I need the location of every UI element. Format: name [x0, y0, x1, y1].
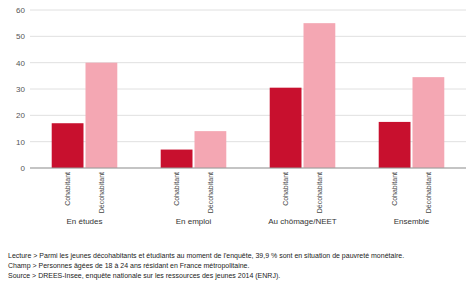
y-tick-label: 0: [21, 164, 26, 173]
chart-container: 0102030405060CohabitantDécohabitantCohab…: [0, 0, 474, 284]
bar-label: Décohabitant: [316, 172, 323, 213]
y-axis: 0 10 20 30 40 50 60: [16, 6, 25, 173]
bar: [270, 88, 302, 168]
bar: [86, 63, 118, 168]
footnote: Source > DREES-Insee, enquête nationale …: [8, 272, 280, 280]
bar: [379, 122, 411, 168]
y-tick-label: 50: [16, 32, 25, 41]
group-label: En études: [66, 217, 102, 226]
bars: [52, 23, 445, 168]
bar-label: Décohabitant: [207, 172, 214, 213]
grid-line: [30, 36, 466, 37]
bar-label: Cohabitant: [64, 172, 71, 206]
y-tick-label: 10: [16, 138, 25, 147]
grid: [30, 10, 466, 168]
y-tick-label: 40: [16, 59, 25, 68]
bar-label: Décohabitant: [425, 172, 432, 213]
footnote: Lecture > Parmi les jeunes décohabitants…: [8, 252, 404, 260]
y-tick-label: 30: [16, 85, 25, 94]
bar: [304, 23, 336, 168]
group-label: En emploi: [176, 217, 212, 226]
x-axis-line: [30, 168, 466, 169]
bar: [161, 150, 193, 168]
y-tick-label: 60: [16, 6, 25, 15]
bar-label: Décohabitant: [98, 172, 105, 213]
bar: [413, 77, 445, 168]
grid-line: [30, 168, 466, 169]
bar: [195, 131, 227, 168]
y-tick-label: 20: [16, 111, 25, 120]
footnote: Champ > Personnes âgées de 18 à 24 ans r…: [8, 262, 250, 270]
grid-line: [30, 10, 466, 11]
bar-label: Cohabitant: [282, 172, 289, 206]
x-axis: Cohabitant Décohabitant Cohabitant Décohabi…: [64, 172, 432, 226]
group-label: Au chômage/NEET: [268, 217, 337, 226]
bar-label: Cohabitant: [173, 172, 180, 206]
footnotes: Lecture > Parmi les jeunes décohabitants…: [8, 252, 404, 280]
bar-label: Cohabitant: [391, 172, 398, 206]
group-label: Ensemble: [394, 217, 430, 226]
bar: [52, 123, 84, 168]
chart-svg: 0102030405060CohabitantDécohabitantCohab…: [0, 0, 474, 284]
